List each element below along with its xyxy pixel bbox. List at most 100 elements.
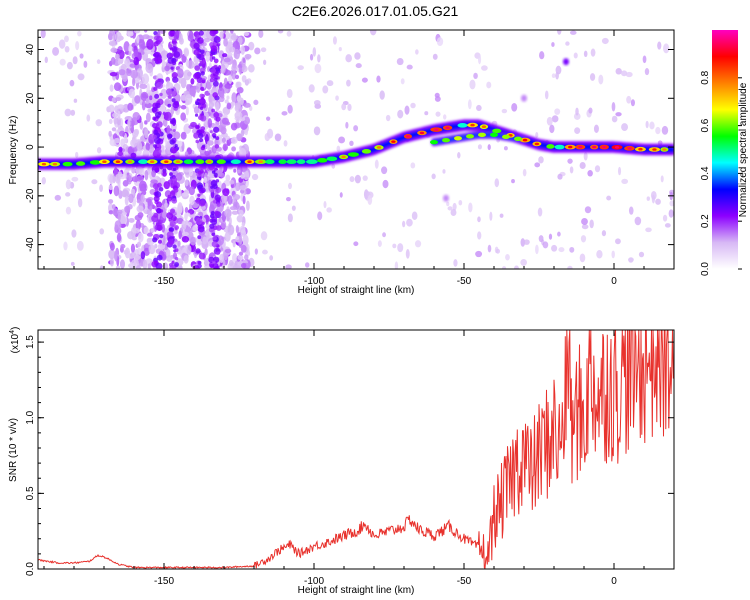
scatter-speckle	[181, 236, 190, 243]
streak-speckle	[212, 30, 218, 35]
scatter-speckle	[177, 202, 183, 213]
scatter-speckle	[142, 259, 148, 269]
scatter-speckle	[225, 174, 231, 182]
ridge-peak	[578, 145, 583, 149]
y-tick-label: 0.0	[25, 562, 36, 576]
scatter-speckle	[164, 65, 170, 72]
scatter-speckle	[117, 58, 122, 66]
noise-speckle	[538, 235, 544, 243]
colorbar: 0.0 0.2 0.4 0.6 0.8 Normalized spectral ampl…	[700, 30, 749, 276]
streak-speckle	[170, 66, 174, 70]
scatter-speckle	[134, 95, 141, 104]
scatter-speckle	[188, 186, 195, 196]
scatter-speckle	[144, 102, 152, 109]
streak-speckle	[169, 220, 176, 227]
streak-speckle	[210, 185, 214, 189]
scatter-speckle	[109, 30, 115, 37]
noise-speckle	[317, 54, 321, 63]
noise-speckle	[628, 257, 634, 263]
streak-speckle	[170, 118, 176, 124]
streak-speckle	[169, 53, 174, 58]
scatter-speckle	[148, 244, 156, 255]
noise-speckle	[583, 151, 588, 161]
noise-speckle	[40, 30, 46, 39]
streak-speckle	[194, 124, 200, 130]
noise-speckle	[317, 211, 323, 221]
streak-speckle	[155, 262, 163, 269]
scatter-speckle	[228, 259, 234, 267]
noise-speckle	[575, 107, 579, 116]
noise-speckle	[663, 43, 670, 54]
scatter-speckle	[114, 250, 118, 262]
ridge-core-blob	[347, 152, 360, 157]
scatter-speckle	[130, 243, 136, 254]
noise-speckle	[642, 55, 647, 64]
noise-speckle	[345, 121, 349, 129]
noise-speckle	[263, 59, 267, 66]
streak-speckle	[198, 138, 204, 143]
streak-speckle	[154, 167, 160, 173]
noise-speckle	[254, 248, 258, 255]
noise-speckle	[583, 50, 588, 58]
scatter-speckle	[177, 140, 183, 147]
x-tick-label: -100	[304, 276, 324, 287]
scatter-speckle	[226, 41, 234, 46]
scatter-speckle	[243, 170, 250, 181]
noise-speckle	[457, 152, 461, 159]
scatter-speckle	[164, 198, 168, 210]
scatter-speckle	[203, 37, 211, 43]
scatter-speckle	[180, 112, 187, 121]
noise-speckle	[382, 179, 389, 189]
noise-speckle	[95, 119, 103, 127]
scatter-speckle	[170, 105, 175, 115]
noise-speckle	[478, 54, 482, 65]
noise-speckle	[248, 41, 255, 51]
noise-speckle	[557, 30, 562, 35]
scatter-speckle	[229, 179, 235, 185]
streak-speckle	[198, 30, 204, 36]
scatter-speckle	[223, 30, 227, 34]
scatter-speckle	[130, 139, 137, 148]
noise-speckle	[476, 104, 482, 112]
scatter-speckle	[240, 174, 245, 179]
scatter-speckle	[115, 53, 120, 60]
noise-speckle	[79, 53, 84, 59]
ridge-peak	[164, 160, 169, 163]
scatter-speckle	[127, 102, 134, 111]
scatter-speckle	[130, 69, 138, 79]
ridge-core-blob	[138, 159, 149, 164]
streak-speckle	[154, 93, 160, 99]
scatter-speckle	[180, 105, 187, 110]
scatter-speckle	[219, 31, 224, 40]
noise-speckle	[601, 37, 609, 45]
ridge-peak	[662, 148, 667, 151]
ridge-peak	[391, 140, 396, 143]
scatter-speckle	[178, 33, 183, 43]
scatter-speckle	[181, 231, 189, 237]
scatter-speckle	[146, 232, 153, 237]
scatter-speckle	[113, 82, 122, 92]
noise-speckle	[481, 65, 488, 71]
noise-speckle	[501, 108, 508, 114]
noise-speckle	[630, 99, 635, 107]
streak-speckle	[195, 248, 201, 254]
scatter-speckle	[130, 188, 136, 195]
noise-speckle	[52, 46, 60, 56]
noise-speckle	[385, 114, 391, 122]
snr-x-axis-label: Height of straight line (km)	[298, 585, 415, 596]
noise-speckle	[251, 173, 259, 181]
scatter-speckle	[219, 64, 226, 74]
streak-speckle	[212, 80, 219, 87]
scatter-speckle	[150, 227, 155, 233]
noise-speckle	[374, 159, 379, 169]
streak-speckle	[216, 37, 220, 41]
scatter-speckle	[239, 184, 248, 191]
noise-speckle	[369, 30, 377, 36]
scatter-speckle	[162, 210, 167, 219]
noise-speckle	[424, 111, 429, 116]
noise-speckle	[269, 255, 274, 261]
scatter-speckle	[173, 131, 181, 140]
scatter-speckle	[240, 45, 246, 55]
scatter-speckle	[134, 254, 141, 261]
streak-speckle	[173, 51, 181, 58]
